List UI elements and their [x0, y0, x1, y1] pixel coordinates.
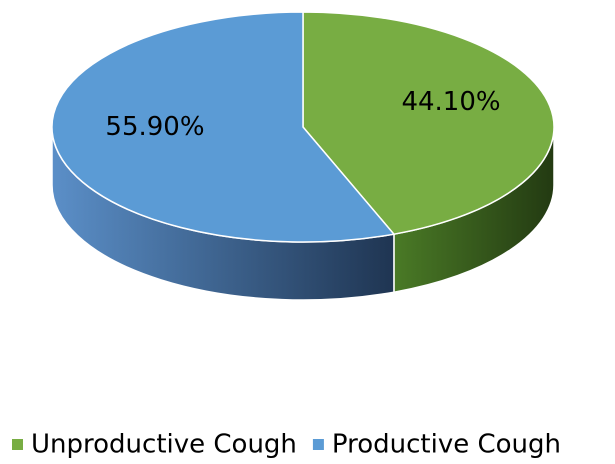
legend-label: Unproductive Cough: [31, 430, 297, 460]
data-label: 55.90%: [105, 112, 204, 142]
slice: [302, 11, 555, 236]
legend-swatch: [12, 439, 23, 450]
legend-label: Productive Cough: [332, 430, 561, 460]
data-label: 44.10%: [401, 87, 500, 117]
legend-swatch: [312, 439, 324, 450]
slice: [51, 11, 396, 243]
